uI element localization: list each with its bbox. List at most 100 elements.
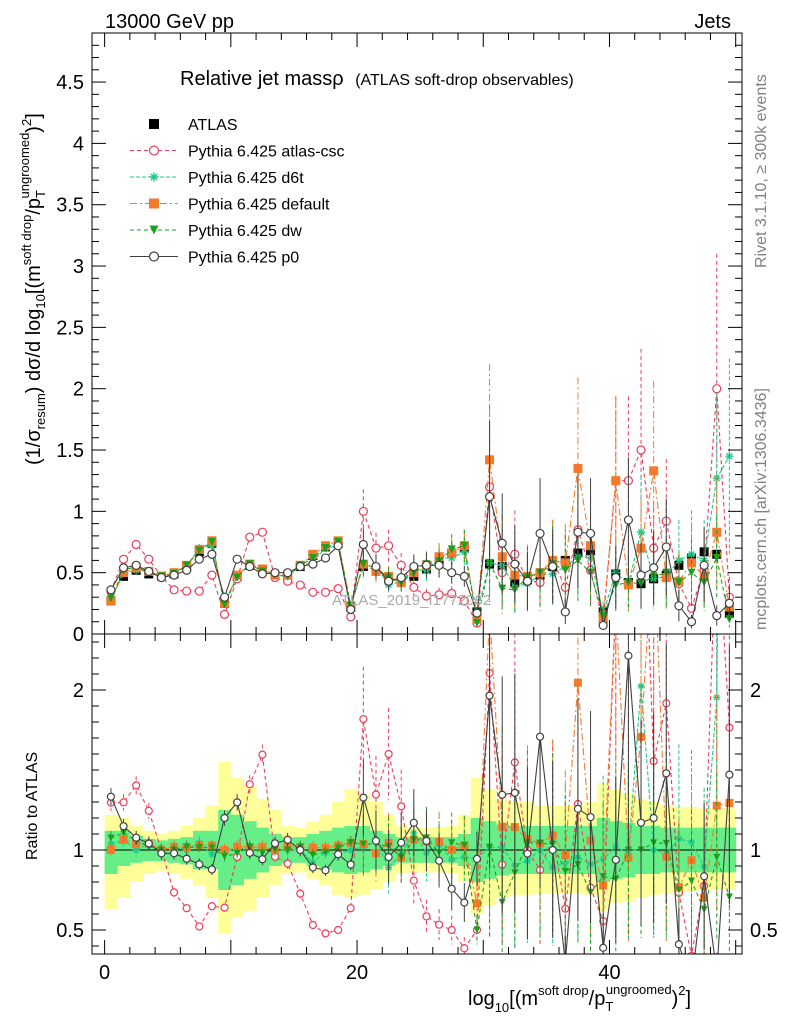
data-point <box>599 881 608 890</box>
data-point <box>119 835 128 844</box>
ratio-y-tick-label-right: 0.5 <box>750 920 778 942</box>
data-point <box>637 682 645 690</box>
data-point <box>359 793 368 802</box>
data-point <box>371 543 381 553</box>
data-point <box>232 554 242 564</box>
data-point <box>219 609 230 619</box>
main-y-axis-label: (1/σresum) dσ/d log10[(msoft drop/pTungr… <box>17 113 48 465</box>
data-point <box>649 813 658 823</box>
data-point <box>333 541 343 551</box>
x-tick-label: 40 <box>598 962 620 984</box>
data-point <box>712 801 721 810</box>
data-point <box>233 849 241 857</box>
data-point <box>535 528 545 539</box>
data-point <box>384 749 393 759</box>
data-point <box>132 846 140 854</box>
data-point <box>149 198 159 209</box>
main-y-tick-label: 4 <box>73 133 84 155</box>
data-point <box>585 528 596 539</box>
main-y-tick-label: 2.5 <box>56 317 84 339</box>
data-point <box>283 835 292 844</box>
x-tick-label: 0 <box>99 962 110 984</box>
data-point <box>233 573 242 582</box>
data-point <box>194 586 204 596</box>
data-point <box>598 620 608 631</box>
ratio-y-tick-label-left: 0.5 <box>56 920 84 942</box>
data-point <box>333 584 343 594</box>
ratio-y-tick-label-right: 2 <box>750 680 761 702</box>
data-point <box>106 792 116 801</box>
data-point <box>573 804 583 813</box>
data-point <box>183 843 191 851</box>
data-point <box>346 904 355 913</box>
data-point <box>688 981 695 988</box>
data-point <box>725 770 734 779</box>
data-point <box>447 545 456 554</box>
data-point <box>434 856 444 865</box>
data-point <box>687 951 696 954</box>
data-point <box>321 929 330 938</box>
ratio-y-axis-label: Ratio to ATLAS <box>24 752 41 860</box>
legend-label: Pythia 6.425 p0 <box>188 250 299 267</box>
data-point <box>118 554 129 564</box>
data-point <box>421 560 432 570</box>
data-point <box>257 569 267 579</box>
data-point <box>686 617 697 627</box>
chart-title: Relative jet massρ (ATLAS soft-drop obse… <box>180 68 574 90</box>
data-point <box>561 851 570 860</box>
legend-entry: Pythia 6.425 default <box>130 197 330 214</box>
data-point <box>207 538 216 547</box>
data-point <box>207 570 217 580</box>
data-point <box>535 732 545 741</box>
data-point <box>460 898 469 907</box>
data-point <box>510 788 519 797</box>
data-point <box>194 554 204 564</box>
data-point <box>649 466 659 476</box>
data-point <box>611 855 620 864</box>
data-point <box>334 844 342 852</box>
data-point <box>309 851 317 859</box>
data-point <box>270 568 280 578</box>
data-point <box>182 565 192 575</box>
data-point <box>169 585 179 595</box>
data-point <box>149 225 159 235</box>
data-point <box>296 845 305 855</box>
data-point <box>725 452 734 461</box>
data-point <box>687 568 696 577</box>
data-point <box>624 853 633 862</box>
data-point <box>284 846 292 854</box>
main-y-tick-label: 1 <box>73 501 84 523</box>
data-point <box>221 852 229 860</box>
data-point <box>308 843 317 852</box>
main-y-tick-label: 0 <box>73 624 84 646</box>
main-y-tick-label: 4.5 <box>56 72 84 94</box>
data-point <box>220 600 229 609</box>
header-energy: 13000 GeV pp <box>105 11 234 33</box>
data-point <box>713 970 720 977</box>
data-point <box>220 846 229 854</box>
data-point <box>674 556 683 565</box>
legend-label: Pythia 6.425 d6t <box>188 170 304 187</box>
data-point <box>233 798 242 807</box>
data-point <box>308 920 317 930</box>
data-point <box>472 608 482 618</box>
data-point <box>208 844 216 852</box>
series-line <box>110 496 730 626</box>
data-point <box>675 886 683 894</box>
data-point <box>295 561 305 572</box>
data-point <box>562 959 569 966</box>
data-point <box>421 591 432 601</box>
data-point <box>573 463 583 473</box>
data-point <box>409 876 418 885</box>
data-point <box>636 570 646 580</box>
legend-entry: Pythia 6.425 dw <box>130 223 302 240</box>
data-point <box>510 559 520 569</box>
legend-entry: Pythia 6.425 d6t <box>130 170 304 187</box>
data-point <box>459 596 469 606</box>
data-point <box>560 558 570 568</box>
side-label-rivet: Rivet 3.1.10, ≥ 300k events <box>753 74 770 268</box>
data-point <box>359 714 368 724</box>
data-point <box>712 553 721 562</box>
data-point <box>661 542 671 552</box>
data-point <box>371 790 381 799</box>
